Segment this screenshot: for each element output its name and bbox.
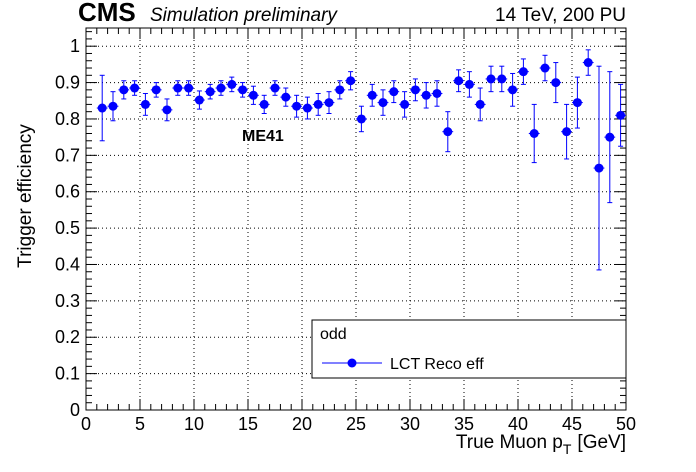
data-point	[508, 85, 518, 95]
y-tick-label: 0.8	[55, 109, 80, 129]
data-point	[313, 99, 323, 109]
y-tick-label: 0	[70, 400, 80, 420]
data-point	[410, 85, 420, 95]
energy-pileup-label: 14 TeV, 200 PU	[495, 5, 626, 26]
x-tick-label: 30	[400, 414, 420, 434]
data-point	[259, 99, 269, 109]
data-point	[108, 101, 118, 111]
data-point	[194, 95, 204, 105]
x-tick-label: 5	[135, 414, 145, 434]
legend-header: odd	[320, 326, 347, 343]
data-point	[248, 90, 258, 100]
data-point	[475, 99, 485, 109]
x-axis-title: True Muon pT [GeV]	[456, 432, 626, 457]
data-point	[119, 85, 129, 95]
data-point	[518, 67, 528, 77]
data-point	[130, 83, 140, 93]
y-tick-label: 1	[70, 36, 80, 56]
legend-marker-circle	[347, 358, 357, 368]
data-point	[497, 74, 507, 84]
data-point	[173, 83, 183, 93]
data-point	[583, 58, 593, 68]
data-point	[572, 98, 582, 108]
legend-box	[311, 319, 627, 379]
data-point	[335, 85, 345, 95]
data-point	[367, 90, 377, 100]
x-tick-label: 15	[238, 414, 258, 434]
data-point	[151, 85, 161, 95]
y-tick-label: 0.9	[55, 73, 80, 93]
data-point	[464, 79, 474, 89]
extra-text-label: Simulation preliminary	[150, 5, 338, 26]
data-point	[529, 129, 539, 139]
data-point	[616, 110, 626, 120]
chamber-annotation: ME41	[242, 128, 284, 145]
data-point	[454, 76, 464, 86]
x-tick-label: 50	[616, 414, 636, 434]
data-point	[140, 99, 150, 109]
data-point	[421, 90, 431, 100]
data-point	[432, 88, 442, 98]
data-point	[216, 83, 226, 93]
data-point	[443, 127, 453, 137]
data-point	[551, 78, 561, 88]
data-point	[270, 83, 280, 93]
y-tick-label: 0.1	[55, 364, 80, 384]
data-point	[302, 103, 312, 113]
x-tick-label: 25	[346, 414, 366, 434]
y-tick-label: 0.3	[55, 291, 80, 311]
data-point	[378, 98, 388, 108]
data-point	[281, 92, 291, 102]
data-point	[486, 74, 496, 84]
data-point	[605, 132, 615, 142]
data-point	[324, 98, 334, 108]
y-tick-label: 0.5	[55, 218, 80, 238]
data-point	[205, 87, 215, 97]
y-tick-label: 0.4	[55, 254, 80, 274]
data-point	[184, 83, 194, 93]
data-point	[356, 114, 366, 124]
data-point	[292, 101, 302, 111]
x-tick-label: 20	[292, 414, 312, 434]
data-point	[562, 127, 572, 137]
x-axis-title-main: True Muon p	[456, 432, 563, 453]
x-tick-label: 40	[508, 414, 528, 434]
data-point	[540, 63, 550, 73]
x-axis-title-sub: T	[563, 441, 572, 457]
x-tick-label: 10	[184, 414, 204, 434]
x-tick-label: 35	[454, 414, 474, 434]
x-axis-title-unit: [GeV]	[577, 432, 626, 453]
data-point	[346, 76, 356, 86]
data-point	[594, 163, 604, 173]
tick-labels: 0 5 10 15 20 25 30 35 40 45 50 0 0.1 0.2 0.3 0.4 0.5 0.6 0…	[55, 36, 636, 434]
data-point	[162, 105, 172, 115]
x-tick-label: 45	[562, 414, 582, 434]
y-tick-label: 0.2	[55, 327, 80, 347]
data-point	[400, 99, 410, 109]
data-point	[227, 79, 237, 89]
legend-entry-label: LCT Reco eff	[390, 356, 484, 373]
data-point	[389, 87, 399, 97]
y-axis-title: Trigger efficiency	[15, 124, 36, 268]
experiment-label: CMS	[78, 0, 136, 27]
data-point	[97, 103, 107, 113]
y-tick-label: 0.6	[55, 182, 80, 202]
x-tick-label: 0	[81, 414, 91, 434]
legend: odd LCT Reco eff	[311, 319, 627, 379]
data-series	[96, 49, 626, 271]
y-tick-label: 0.7	[55, 145, 80, 165]
data-point	[238, 85, 248, 95]
